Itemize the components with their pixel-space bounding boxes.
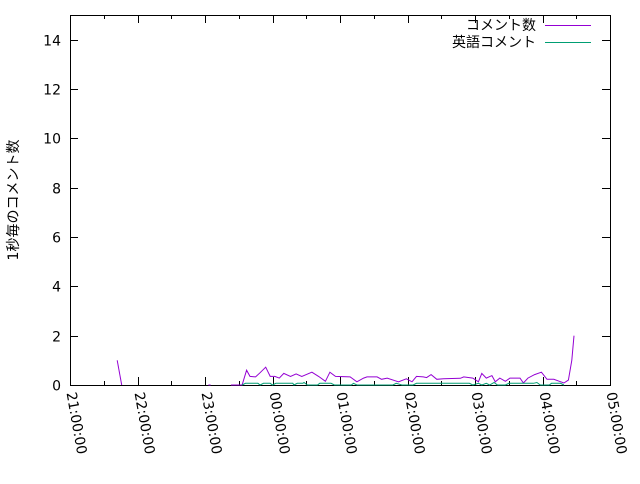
series-lines <box>117 336 574 385</box>
x-tick-label: 02:00:00 <box>401 391 428 456</box>
legend-label-1: 英語コメント <box>452 34 536 51</box>
x-tick-label: 23:00:00 <box>198 391 225 456</box>
y-tick-label: 10 <box>43 132 61 148</box>
axes <box>71 16 611 386</box>
x-tick-label: 03:00:00 <box>468 391 495 456</box>
y-tick-label: 6 <box>52 231 61 247</box>
series-line-0 <box>231 336 574 385</box>
x-tick-label: 22:00:00 <box>131 391 158 456</box>
y-tick-label: 0 <box>52 379 61 395</box>
y-tick-label: 14 <box>43 34 61 50</box>
series-line-0 <box>117 360 122 385</box>
series-line-1 <box>242 383 564 386</box>
legend: コメント数 英語コメント <box>452 18 591 51</box>
x-tick-label: 01:00:00 <box>333 391 360 456</box>
y-axis-label: 1秒毎のコメント数 <box>6 140 22 261</box>
y-tick-label: 12 <box>43 83 61 99</box>
ticks: 0 2 4 6 8 10 12 14 21:00:00 22:00:00 23:00:00 00:00… <box>43 15 629 456</box>
y-tick-label: 8 <box>52 182 61 198</box>
legend-label-0: コメント数 <box>466 18 536 34</box>
y-tick-label: 2 <box>52 330 61 346</box>
x-tick-label: 00:00:00 <box>266 391 293 456</box>
x-tick-label: 05:00:00 <box>603 391 630 456</box>
x-tick-label: 04:00:00 <box>536 391 563 456</box>
x-tick-label: 21:00:00 <box>63 391 90 456</box>
plot-border <box>71 16 611 386</box>
y-tick-label: 4 <box>52 280 61 296</box>
